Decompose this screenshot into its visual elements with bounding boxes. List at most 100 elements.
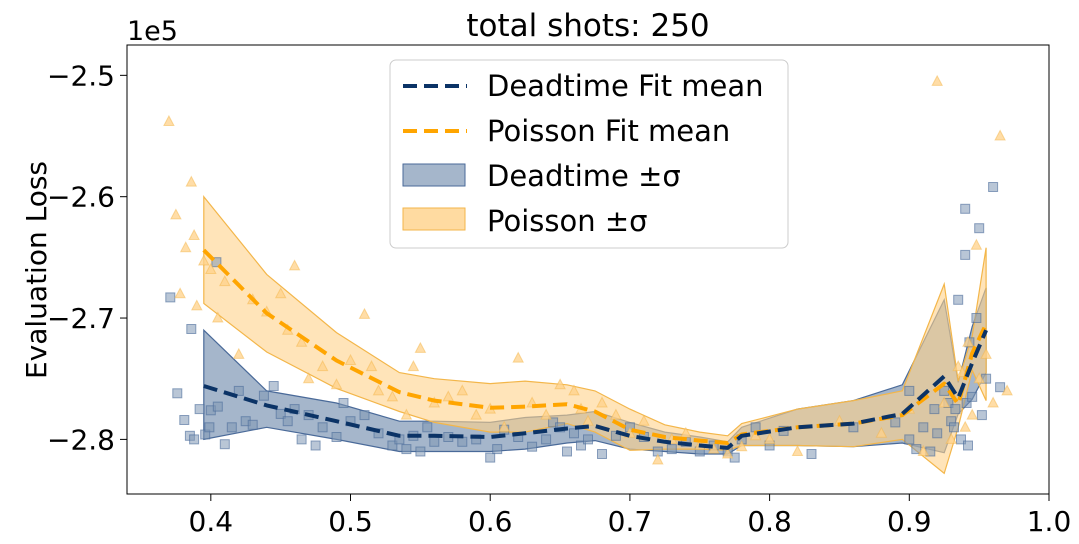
deadtime-sample-point [268, 381, 279, 391]
legend-label-poisson-mean: Poisson Fit mean [487, 114, 730, 148]
deadtime-sample-point [976, 410, 987, 421]
deadtime-sample-point [967, 391, 978, 402]
poisson-sample-point [721, 447, 734, 459]
poisson-sample-point [512, 351, 525, 363]
deadtime-sample-point [226, 422, 237, 433]
poisson-sample-point [994, 129, 1006, 141]
poisson-sample-point [365, 360, 378, 372]
x-tick-label: 0.6 [468, 505, 513, 538]
deadtime-sample-point [988, 182, 999, 192]
deadtime-sample-point [995, 382, 1006, 393]
legend-swatch-deadtime-band [402, 163, 466, 187]
poisson-sample-point [316, 360, 329, 372]
poisson-sample-point [973, 372, 986, 384]
poisson-sample-point [288, 259, 301, 271]
deadtime-sample-point [806, 449, 817, 459]
legend-swatch-poisson-band [402, 207, 466, 231]
poisson-sample-point [791, 444, 804, 456]
poisson-sample-point [987, 396, 999, 408]
poisson-sample-point [372, 384, 385, 396]
poisson-sample-point [179, 241, 192, 253]
deadtime-sample-point [387, 440, 398, 451]
poisson-sample-point [875, 426, 888, 438]
poisson-sample-point [302, 372, 315, 384]
deadtime-sample-point [211, 257, 222, 268]
poisson-sample-point [204, 262, 217, 274]
deadtime-sample-point [457, 436, 468, 447]
poisson-sample-point [938, 396, 951, 408]
poisson-sample-point [188, 228, 200, 240]
poisson-sample-point [274, 287, 287, 299]
deadtime-sample-point [904, 434, 915, 445]
poisson-mean-line [202, 248, 988, 445]
deadtime-sample-point [275, 408, 286, 419]
poisson-sample-point [610, 408, 622, 420]
deadtime-sample-point [429, 436, 440, 447]
poisson-sample-point [945, 432, 958, 444]
deadtime-sample-point [956, 434, 966, 445]
poisson-sample-point [295, 335, 308, 347]
deadtime-sample-point [929, 404, 940, 415]
poisson-sample-point [442, 390, 455, 402]
poisson-sample-point [330, 378, 343, 390]
deadtime-sample-point [186, 324, 197, 334]
poisson-sample-point [554, 378, 566, 390]
deadtime-sample-point [194, 404, 205, 415]
legend-box [389, 59, 789, 249]
legend-label-deadtime-mean: Deadtime Fit mean [487, 69, 764, 103]
x-axis: 0.4 0.5 0.6 0.7 0.8 0.9 1.0 [189, 494, 1071, 538]
x-tick-label: 0.5 [328, 505, 373, 538]
deadtime-sample-point [317, 422, 328, 433]
poisson-sample-point [163, 114, 175, 126]
deadtime-sample-point [282, 416, 293, 427]
deadtime-sample-point [949, 422, 959, 433]
x-tick-label: 0.9 [887, 505, 932, 538]
deadtime-sample-point [189, 434, 200, 445]
deadtime-sample-point [172, 388, 183, 399]
deadtime-sample-point [961, 398, 972, 408]
poisson-sample-point [917, 444, 930, 456]
deadtime-sample-point [904, 385, 915, 396]
poisson-sample-point [407, 360, 420, 372]
poisson-sample-point [358, 307, 371, 319]
poisson-sample-point [185, 175, 198, 187]
deadtime-sample-point [310, 440, 321, 451]
x-tick-label: 0.4 [189, 505, 234, 538]
poisson-sample-point [414, 341, 427, 353]
poisson-sample-point [400, 408, 413, 420]
deadtime-sample-point [359, 410, 370, 421]
deadtime-sample-point [541, 434, 552, 445]
deadtime-sample-point [932, 428, 943, 439]
poisson-sample-point [959, 420, 972, 432]
poisson-sample-point [735, 440, 748, 452]
poisson-sample-point [568, 384, 580, 396]
legend-label-deadtime-band: Deadtime ±σ [487, 159, 681, 193]
poisson-sample-point [651, 453, 664, 465]
poisson-sample-point [498, 420, 511, 432]
poisson-sample-point [344, 353, 357, 365]
deadtime-sample-point [890, 417, 901, 428]
y-tick-label: −2.7 [47, 302, 115, 335]
poisson-sample-point [386, 390, 399, 402]
poisson-sample-point [540, 408, 552, 420]
deadtime-sample-point [610, 430, 621, 441]
deadtime-sample-point [960, 203, 971, 214]
deadtime-sample-point [212, 401, 223, 412]
lines-group [202, 248, 988, 450]
deadtime-sample-point [953, 294, 964, 305]
poisson-sample-point [470, 408, 483, 420]
poisson-sample-point [197, 254, 210, 266]
deadtime-sample-point [204, 422, 215, 433]
poisson-sample-point [174, 287, 186, 299]
poisson-sample-point [931, 74, 944, 86]
poisson-sample-point [966, 408, 979, 420]
deadtime-sample-point [219, 439, 230, 450]
y-tick-label: −2.8 [47, 423, 115, 456]
deadtime-sample-point [485, 452, 496, 463]
deadtime-sample-point [492, 444, 503, 455]
deadtime-sample-point [179, 415, 190, 425]
legend: Deadtime Fit mean Poisson Fit mean Deadt… [389, 59, 789, 249]
deadtime-sample-point [974, 223, 985, 234]
poisson-sample-point [190, 299, 203, 311]
